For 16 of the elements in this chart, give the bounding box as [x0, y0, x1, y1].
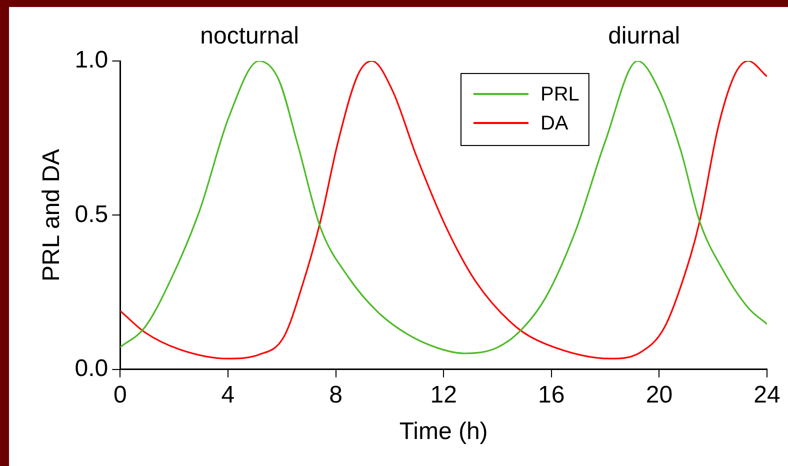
text: nocturnal [200, 22, 299, 50]
y-tick-label: 0.0 [74, 355, 108, 382]
x-tick-label: 4 [221, 381, 235, 408]
x-axis-title: Time (h) [399, 418, 488, 446]
y-tick-label: 0.5 [74, 200, 108, 228]
x-tick-label: 20 [646, 381, 673, 408]
x-tick-label: 0 [113, 381, 127, 408]
text: diurnal [608, 22, 680, 50]
x-tick-label: 24 [754, 381, 780, 408]
y-tick-label: 1.0 [74, 46, 108, 74]
y-axis-title: PRL and DA [38, 148, 66, 282]
legend-label: DA [540, 112, 569, 135]
x-tick-label: 12 [430, 381, 457, 408]
legend-label: PRL [540, 84, 580, 106]
x-tick-label: 8 [329, 381, 342, 408]
x-tick-label: 16 [538, 381, 565, 408]
